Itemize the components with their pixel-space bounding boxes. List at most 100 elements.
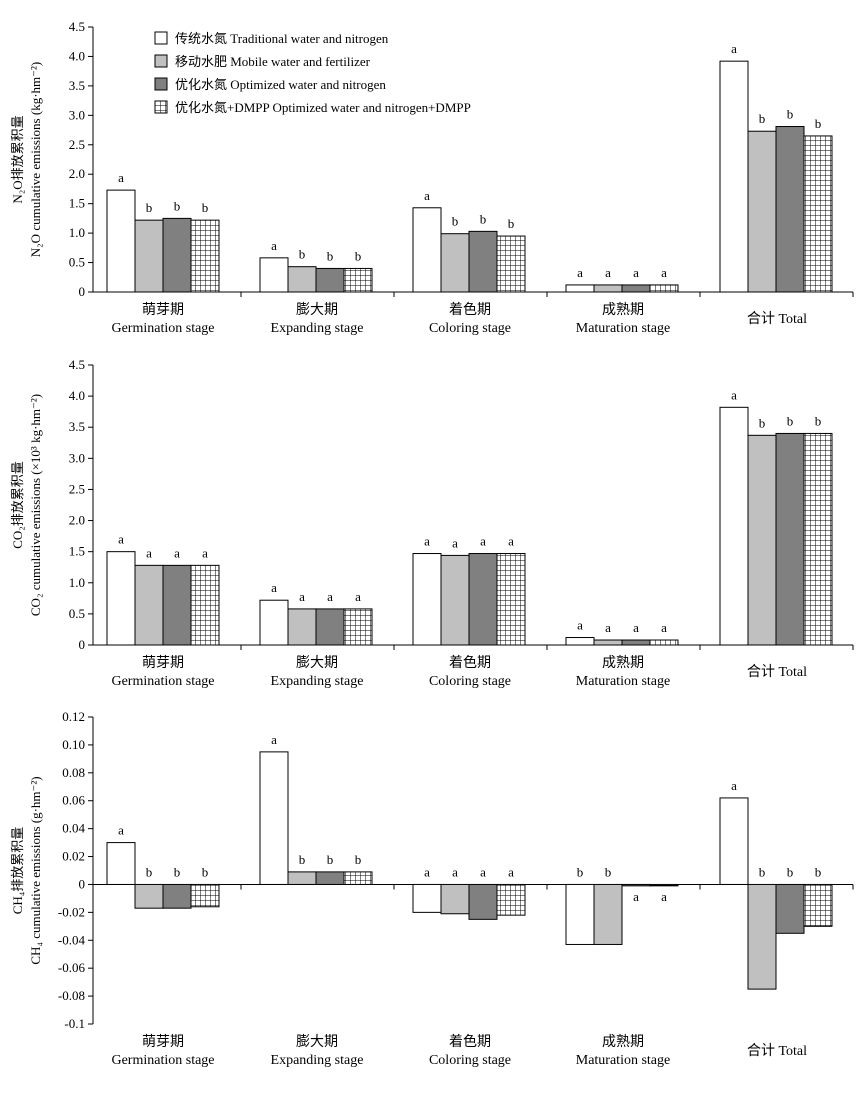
y-tick-label: 0.02 [62,849,85,864]
bar-dark-0 [162,883,192,909]
bar-dark-1 [315,608,345,646]
y-tick-label: 2.5 [69,137,85,152]
y-tick-label: 3.5 [69,78,85,93]
significance-letter: a [299,589,305,604]
y-tick-label: 4.5 [69,19,85,34]
significance-letter: a [577,265,583,280]
bar-dark-1 [315,871,345,885]
bar-light-1 [287,266,317,293]
significance-letter: b [452,214,459,229]
significance-letter: a [633,265,639,280]
bar-light-2 [440,554,470,646]
category-label-en: Expanding stage [271,674,364,689]
significance-letter: a [271,238,277,253]
legend-swatch-dark [154,77,168,91]
bar-white-3 [565,284,595,293]
category-label-en: Germination stage [111,1053,214,1068]
bar-white-3 [565,637,595,646]
y-tick-label: 0.08 [62,765,85,780]
y-tick-label: 3.0 [69,107,85,122]
significance-letter: b [787,107,794,122]
significance-letter: a [661,620,667,635]
significance-letter: a [118,532,124,547]
category-label-total: 合计 Total [747,1043,807,1059]
co2-panel: 0 0.5 1.0 1.5 2.0 2.5 3.0 3.5 4.0 4.5 CO₂排放累积量 CO₂ … [10,357,854,689]
bar-white-4 [719,797,749,885]
significance-letter: a [605,265,611,280]
category-label-en: Coloring stage [429,321,511,336]
bar-light-1 [287,608,317,646]
significance-letter: b [174,198,181,213]
bar-grid-3 [649,284,679,293]
significance-letter: a [424,534,430,549]
y-tick-label: 1.0 [69,225,85,240]
bar-light-3 [593,883,623,945]
y-tick-label: 0 [79,637,86,652]
significance-letter: a [508,864,514,879]
bar-dark-0 [162,564,192,646]
bar-light-0 [134,564,164,646]
bar-light-2 [440,233,470,293]
significance-letter: b [480,211,487,226]
bar-white-3 [565,883,595,945]
bar-white-4 [719,406,749,646]
significance-letter: b [508,216,515,231]
bar-white-1 [259,751,289,885]
bar-dark-4 [775,883,805,934]
bar-light-0 [134,883,164,909]
significance-letter: a [480,534,486,549]
legend-label: 优化水氮 Optimized water and nitrogen [175,77,386,92]
y-tick-label: 1.5 [69,196,85,211]
y-tick-label: 0.5 [69,255,85,270]
significance-letter: b [815,864,822,879]
legend-label: 移动水肥 Mobile water and fertilizer [175,54,371,69]
significance-letter: b [146,864,153,879]
y-tick-label: 3.5 [69,419,85,434]
legend-swatch-light [154,54,168,68]
category-label-cn: 着色期 [449,1033,491,1050]
bar-white-0 [106,189,136,293]
significance-letter: a [508,534,514,549]
significance-letter: b [815,116,822,131]
y-axis-label-en: CH₄ cumulative emissions (g·hm⁻²) [28,776,43,964]
category-label-cn: 着色期 [449,301,491,318]
bar-light-1 [287,871,317,885]
ch4-panel: -0.1 -0.08 -0.06 -0.04 -0.02 0 0.02 0.04 0.06 0.0… [10,709,854,1068]
significance-letter: a [633,620,639,635]
bar-grid-2 [496,553,526,646]
significance-letter: a [577,618,583,633]
bar-grid-3 [649,639,679,646]
significance-letter: b [299,852,306,867]
significance-letter: a [731,387,737,402]
y-tick-label: 1.5 [69,544,85,559]
significance-letter: b [759,111,766,126]
n2o-panel: 0 0.5 1.0 1.5 2.0 2.5 3.0 3.5 4.0 4.5 N₂O排放累积量 N₂O … [10,19,854,336]
y-tick-label: 3.0 [69,450,85,465]
category-label-cn: 萌芽期 [142,302,184,318]
bar-dark-2 [468,230,498,293]
y-tick-label: 0 [79,284,86,299]
significance-letter: a [146,545,152,560]
category-label-total: 合计 Total [747,664,807,680]
y-axis-label-en: CO₂ cumulative emissions (×10³ kg·hm⁻²) [28,394,43,616]
bar-light-2 [440,883,470,915]
legend-label: 优化水氮+DMPP Optimized water and nitrogen+D… [175,100,471,115]
y-tick-label: 0.06 [62,793,85,808]
significance-letter: b [327,852,334,867]
category-label-en: Maturation stage [576,1053,670,1068]
category-label-cn: 膨大期 [296,654,338,671]
bar-grid-0 [190,219,220,293]
significance-letter: a [661,265,667,280]
category-label-en: Coloring stage [429,674,511,689]
y-tick-label: 1.0 [69,575,85,590]
y-tick-label: 0.12 [62,709,85,724]
legend-swatch-white [154,31,168,45]
bar-grid-4 [803,432,833,646]
category-label-en: Maturation stage [576,674,670,689]
bar-grid-0 [190,883,220,908]
bar-dark-2 [468,553,498,646]
y-tick-label: 0.10 [62,737,85,752]
bar-white-2 [412,207,442,293]
significance-letter: b [202,200,209,215]
significance-letter: b [787,413,794,428]
